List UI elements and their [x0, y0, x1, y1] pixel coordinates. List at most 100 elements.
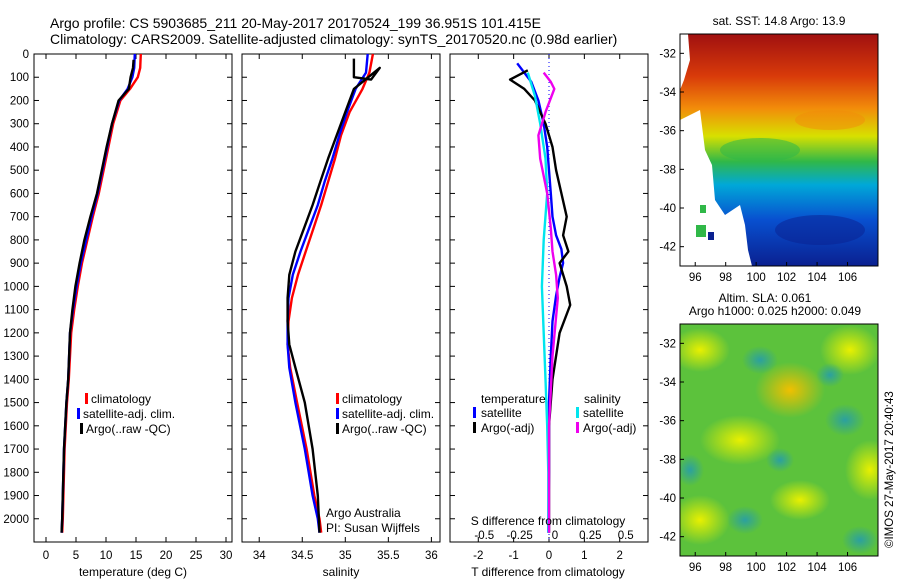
legend-argo: Argo(..raw -QC): [342, 422, 427, 436]
x-tick-label: 20: [160, 550, 173, 562]
map-x-tick-label: 106: [838, 562, 857, 574]
depth-tick-label: 1600: [3, 421, 29, 433]
difference-xlabel: T difference from climatology: [471, 565, 625, 579]
argo-australia-label: Argo Australia: [326, 506, 401, 520]
x-tick-label-salinity: 0: [552, 530, 558, 542]
depth-tick-label: 700: [10, 212, 29, 224]
map-x-tick-label: 96: [689, 562, 702, 574]
legend-satellite: satellite-adj. clim.: [83, 407, 175, 421]
x-tick-label-salinity: -0.5: [474, 530, 494, 542]
map-y-tick-label: -38: [659, 454, 676, 466]
map-x-tick-label: 102: [777, 272, 796, 284]
legend-swatch-satellite: [336, 408, 339, 419]
map-y-tick-label: -32: [659, 48, 676, 60]
difference-xlabel-s: S difference from climatology: [471, 514, 626, 528]
depth-tick-label: 1900: [3, 491, 29, 503]
depth-tick-label: 1300: [3, 351, 29, 363]
x-tick-label: 0: [43, 550, 49, 562]
x-tick-label-salinity: 0.5: [618, 530, 634, 542]
x-tick-label-salinity: 0.25: [579, 530, 601, 542]
sla-map-axes: 96 98 100 102 104 106 -32 -34 -36 -38 -40 -42: [659, 338, 857, 574]
depth-tick-label: 1000: [3, 281, 29, 293]
depth-tick-label: 800: [10, 235, 29, 247]
x-tick-label: 35.5: [377, 550, 399, 562]
temperature-chart: 0 5 10 15 20 25 30: [43, 53, 232, 562]
legend-temperature-heading: temperature: [481, 392, 546, 406]
series-line-salinity-argo-adj-: [537, 71, 559, 533]
sst-map-frame: [679, 33, 879, 267]
imos-timestamp: ©IMOS 27-May-2017 20:40:43: [884, 391, 896, 548]
series-line-satellite-adj-clim-: [286, 53, 369, 533]
map-x-tick-label: 98: [719, 272, 732, 284]
temperature-legend: climatology satellite-adj. clim. Argo(..…: [77, 392, 175, 436]
salinity-legend: climatology satellite-adj. clim. Argo(..…: [336, 392, 434, 436]
x-tick-label: 36: [425, 550, 438, 562]
sla-map-title-1: Altim. SLA: 0.061: [719, 291, 812, 305]
x-tick-label: 2: [617, 550, 623, 562]
depth-tick-label: 600: [10, 188, 29, 200]
depth-tick-label: 200: [10, 95, 29, 107]
legend-swatch-satellite: [77, 408, 80, 419]
legend-swatch-s-argo: [576, 422, 579, 433]
pi-label: PI: Susan Wijffels: [326, 521, 420, 535]
map-y-tick-label: -40: [659, 203, 676, 215]
header-line-2: Climatology: CARS2009. Satellite-adjuste…: [50, 31, 617, 47]
x-tick-label: 10: [100, 550, 113, 562]
x-tick-label: 35: [339, 550, 352, 562]
map-y-tick-label: -36: [659, 416, 676, 428]
depth-tick-label: 2000: [3, 514, 29, 526]
series-line-argo-raw-qc-: [286, 58, 381, 533]
map-y-tick-label: -38: [659, 164, 676, 176]
map-y-tick-label: -32: [659, 338, 676, 350]
map-y-tick-label: -34: [659, 87, 676, 99]
legend-swatch-argo: [336, 423, 339, 434]
depth-tick-label: 900: [10, 258, 29, 270]
legend-argo: Argo(..raw -QC): [86, 422, 171, 436]
map-x-tick-label: 104: [807, 562, 827, 574]
x-tick-label: 1: [581, 550, 587, 562]
depth-tick-label: 1800: [3, 467, 29, 479]
x-tick-label: 5: [73, 550, 79, 562]
legend-swatch-climatology: [85, 393, 88, 404]
temperature-xlabel: temperature (deg C): [79, 565, 187, 579]
map-x-tick-label: 96: [689, 272, 702, 284]
legend-swatch-t-satellite: [473, 407, 476, 418]
temperature-panel-frame: [33, 53, 233, 543]
salinity-chart: 34 34.5 35 35.5 36: [242, 53, 440, 562]
map-y-tick-label: -42: [659, 242, 676, 254]
legend-climatology: climatology: [342, 392, 402, 406]
sla-map-frame: [679, 323, 879, 557]
legend-s-argo: Argo(-adj): [583, 421, 636, 435]
map-y-tick-label: -42: [659, 532, 676, 544]
x-tick-label-salinity: -0.25: [507, 530, 533, 542]
depth-tick-label: 0: [23, 49, 29, 61]
header-line-1: Argo profile: CS 5903685_211 20-May-2017…: [50, 15, 541, 31]
x-tick-label: 25: [190, 550, 203, 562]
legend-s-satellite: satellite: [583, 406, 624, 420]
map-x-tick-label: 102: [777, 562, 796, 574]
depth-tick-label: 1100: [4, 305, 29, 317]
depth-axis: 0 100 200 300 400 500 600 700 800 900 1000 1100 1200…: [3, 49, 232, 526]
sst-map-title: sat. SST: 14.8 Argo: 13.9: [713, 14, 846, 28]
x-tick-label: 15: [130, 550, 143, 562]
x-tick-label: -1: [509, 550, 519, 562]
difference-chart: -2 -1 0 1 2 -0.5 -0.25 0 0.25 0.5: [450, 53, 648, 562]
depth-tick-label: 1500: [3, 398, 29, 410]
depth-tick-label: 100: [10, 72, 29, 84]
depth-tick-label: 500: [10, 165, 29, 177]
x-tick-label: 34: [253, 550, 266, 562]
legend-t-argo: Argo(-adj): [481, 421, 534, 435]
x-tick-label: 34.5: [291, 550, 313, 562]
salinity-xlabel: salinity: [323, 565, 360, 579]
sla-map-image: [680, 324, 878, 556]
depth-tick-label: 400: [10, 142, 29, 154]
depth-tick-label: 300: [10, 119, 29, 131]
map-y-tick-label: -36: [659, 126, 676, 138]
legend-salinity-heading: salinity: [584, 392, 621, 406]
sst-map-axes: 96 98 100 102 104 106 -32 -34 -36 -38 -40 -42: [659, 48, 857, 284]
sla-map-title-2: Argo h1000: 0.025 h2000: 0.049: [689, 304, 861, 318]
x-tick-label: -2: [473, 550, 483, 562]
depth-tick-label: 1700: [3, 444, 29, 456]
